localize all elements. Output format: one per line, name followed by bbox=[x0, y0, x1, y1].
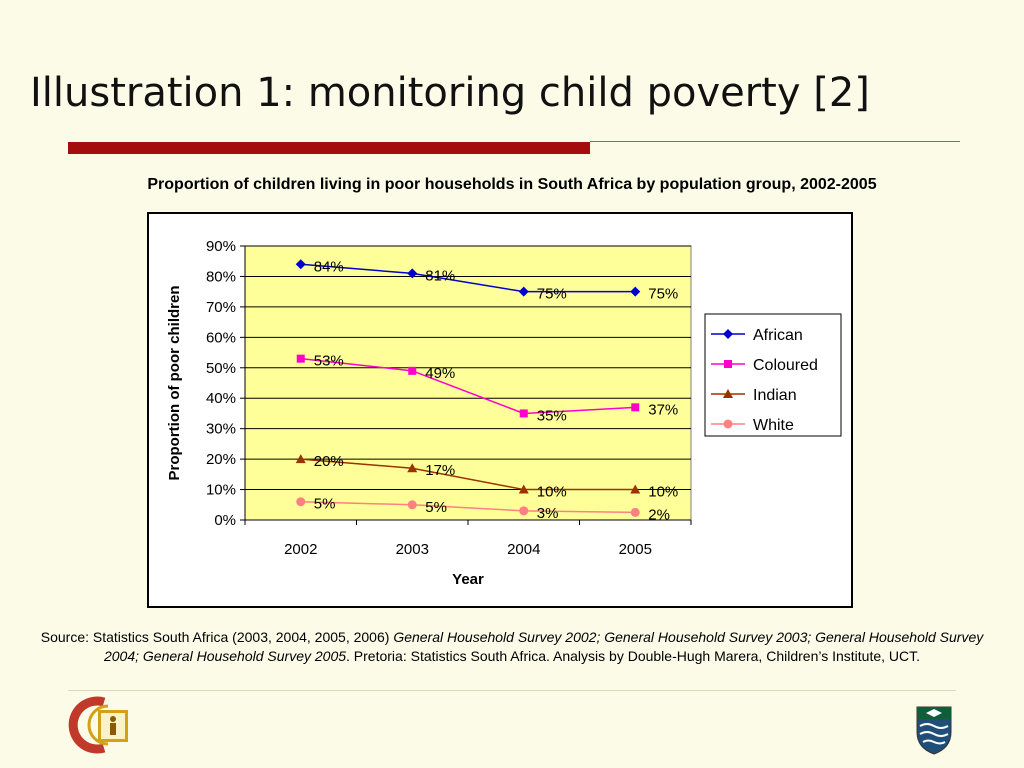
y-tick-label: 10% bbox=[206, 482, 236, 499]
data-point-coloured bbox=[408, 366, 417, 375]
data-label-white: 2% bbox=[648, 506, 670, 523]
x-tick-label: 2004 bbox=[507, 541, 540, 558]
y-tick-label: 40% bbox=[206, 390, 236, 407]
x-tick-label: 2005 bbox=[619, 541, 652, 558]
childrens-institute-logo bbox=[68, 696, 128, 754]
source-note: Source: Statistics South Africa (2003, 2… bbox=[40, 628, 984, 666]
data-point-white bbox=[296, 497, 306, 507]
y-tick-label: 20% bbox=[206, 451, 236, 468]
line-chart: 0% 10% 20% 30% 40% 50% 60% 70% 80% 90% 2002 2003 200… bbox=[166, 238, 842, 588]
legend-label-african: African bbox=[753, 327, 803, 344]
data-point-indian bbox=[407, 463, 418, 473]
data-point-indian bbox=[295, 454, 306, 464]
series-line-white bbox=[300, 500, 636, 514]
title-accent-bar bbox=[68, 142, 590, 154]
x-tick-label: 2003 bbox=[396, 541, 429, 558]
x-tick-label: 2002 bbox=[284, 541, 317, 558]
y-tick-label: 90% bbox=[206, 238, 236, 255]
data-label-coloured: 49% bbox=[425, 365, 455, 382]
series-line-indian bbox=[300, 458, 636, 491]
source-prefix: Source: Statistics South Africa (2003, 2… bbox=[40, 629, 394, 645]
legend-marker-indian bbox=[723, 389, 733, 398]
series-line-coloured bbox=[300, 357, 636, 415]
y-tick-label: 0% bbox=[214, 512, 236, 529]
footer-rule bbox=[68, 690, 956, 691]
uct-crest-logo bbox=[916, 706, 952, 755]
data-label-white: 5% bbox=[314, 496, 336, 513]
data-label-african: 84% bbox=[314, 258, 344, 275]
data-label-coloured: 35% bbox=[537, 407, 567, 424]
chart-title: Proportion of children living in poor ho… bbox=[147, 176, 877, 193]
data-label-african: 75% bbox=[537, 286, 567, 303]
y-tick-label: 60% bbox=[206, 329, 236, 346]
data-point-coloured bbox=[296, 354, 305, 363]
x-axis-title: Year bbox=[452, 571, 484, 588]
data-label-white: 3% bbox=[537, 505, 559, 522]
data-point-white bbox=[407, 500, 417, 510]
legend-label-white: White bbox=[753, 417, 794, 434]
legend-label-coloured: Coloured bbox=[753, 357, 818, 374]
slide-title: Illustration 1: monitoring child poverty… bbox=[30, 70, 870, 116]
y-tick-label: 70% bbox=[206, 299, 236, 316]
data-label-indian: 10% bbox=[537, 484, 567, 501]
data-point-coloured bbox=[631, 403, 640, 412]
legend-marker-coloured bbox=[724, 360, 732, 368]
data-point-african bbox=[518, 286, 529, 297]
data-point-indian bbox=[518, 484, 529, 494]
data-label-indian: 10% bbox=[648, 484, 678, 501]
data-label-african: 75% bbox=[648, 286, 678, 303]
title-accent-line bbox=[590, 141, 960, 142]
data-point-african bbox=[630, 286, 641, 297]
data-label-coloured: 37% bbox=[648, 401, 678, 418]
y-tick-label: 30% bbox=[206, 421, 236, 438]
source-suffix: . Pretoria: Statistics South Africa. Ana… bbox=[346, 648, 921, 664]
data-label-coloured: 53% bbox=[314, 353, 344, 370]
series-line-african bbox=[300, 263, 636, 293]
data-point-coloured bbox=[519, 409, 528, 418]
data-point-indian bbox=[630, 484, 641, 494]
y-tick-label: 50% bbox=[206, 360, 236, 377]
data-point-african bbox=[407, 268, 418, 279]
data-label-indian: 20% bbox=[314, 453, 344, 470]
legend-marker-white bbox=[723, 419, 733, 429]
data-label-white: 5% bbox=[425, 499, 447, 516]
chart-frame: 0% 10% 20% 30% 40% 50% 60% 70% 80% 90% 2002 2003 200… bbox=[147, 212, 853, 608]
source-survey-titles: General Household Survey 2002; General H… bbox=[103, 629, 984, 664]
data-label-african: 81% bbox=[425, 267, 455, 284]
data-point-white bbox=[630, 507, 640, 517]
data-label-indian: 17% bbox=[425, 462, 455, 479]
legend-label-indian: Indian bbox=[753, 387, 797, 404]
legend-marker-african bbox=[723, 329, 733, 339]
y-tick-label: 80% bbox=[206, 268, 236, 285]
data-point-white bbox=[519, 506, 529, 516]
data-point-african bbox=[295, 259, 306, 270]
y-axis-title: Proportion of poor children bbox=[166, 286, 183, 481]
